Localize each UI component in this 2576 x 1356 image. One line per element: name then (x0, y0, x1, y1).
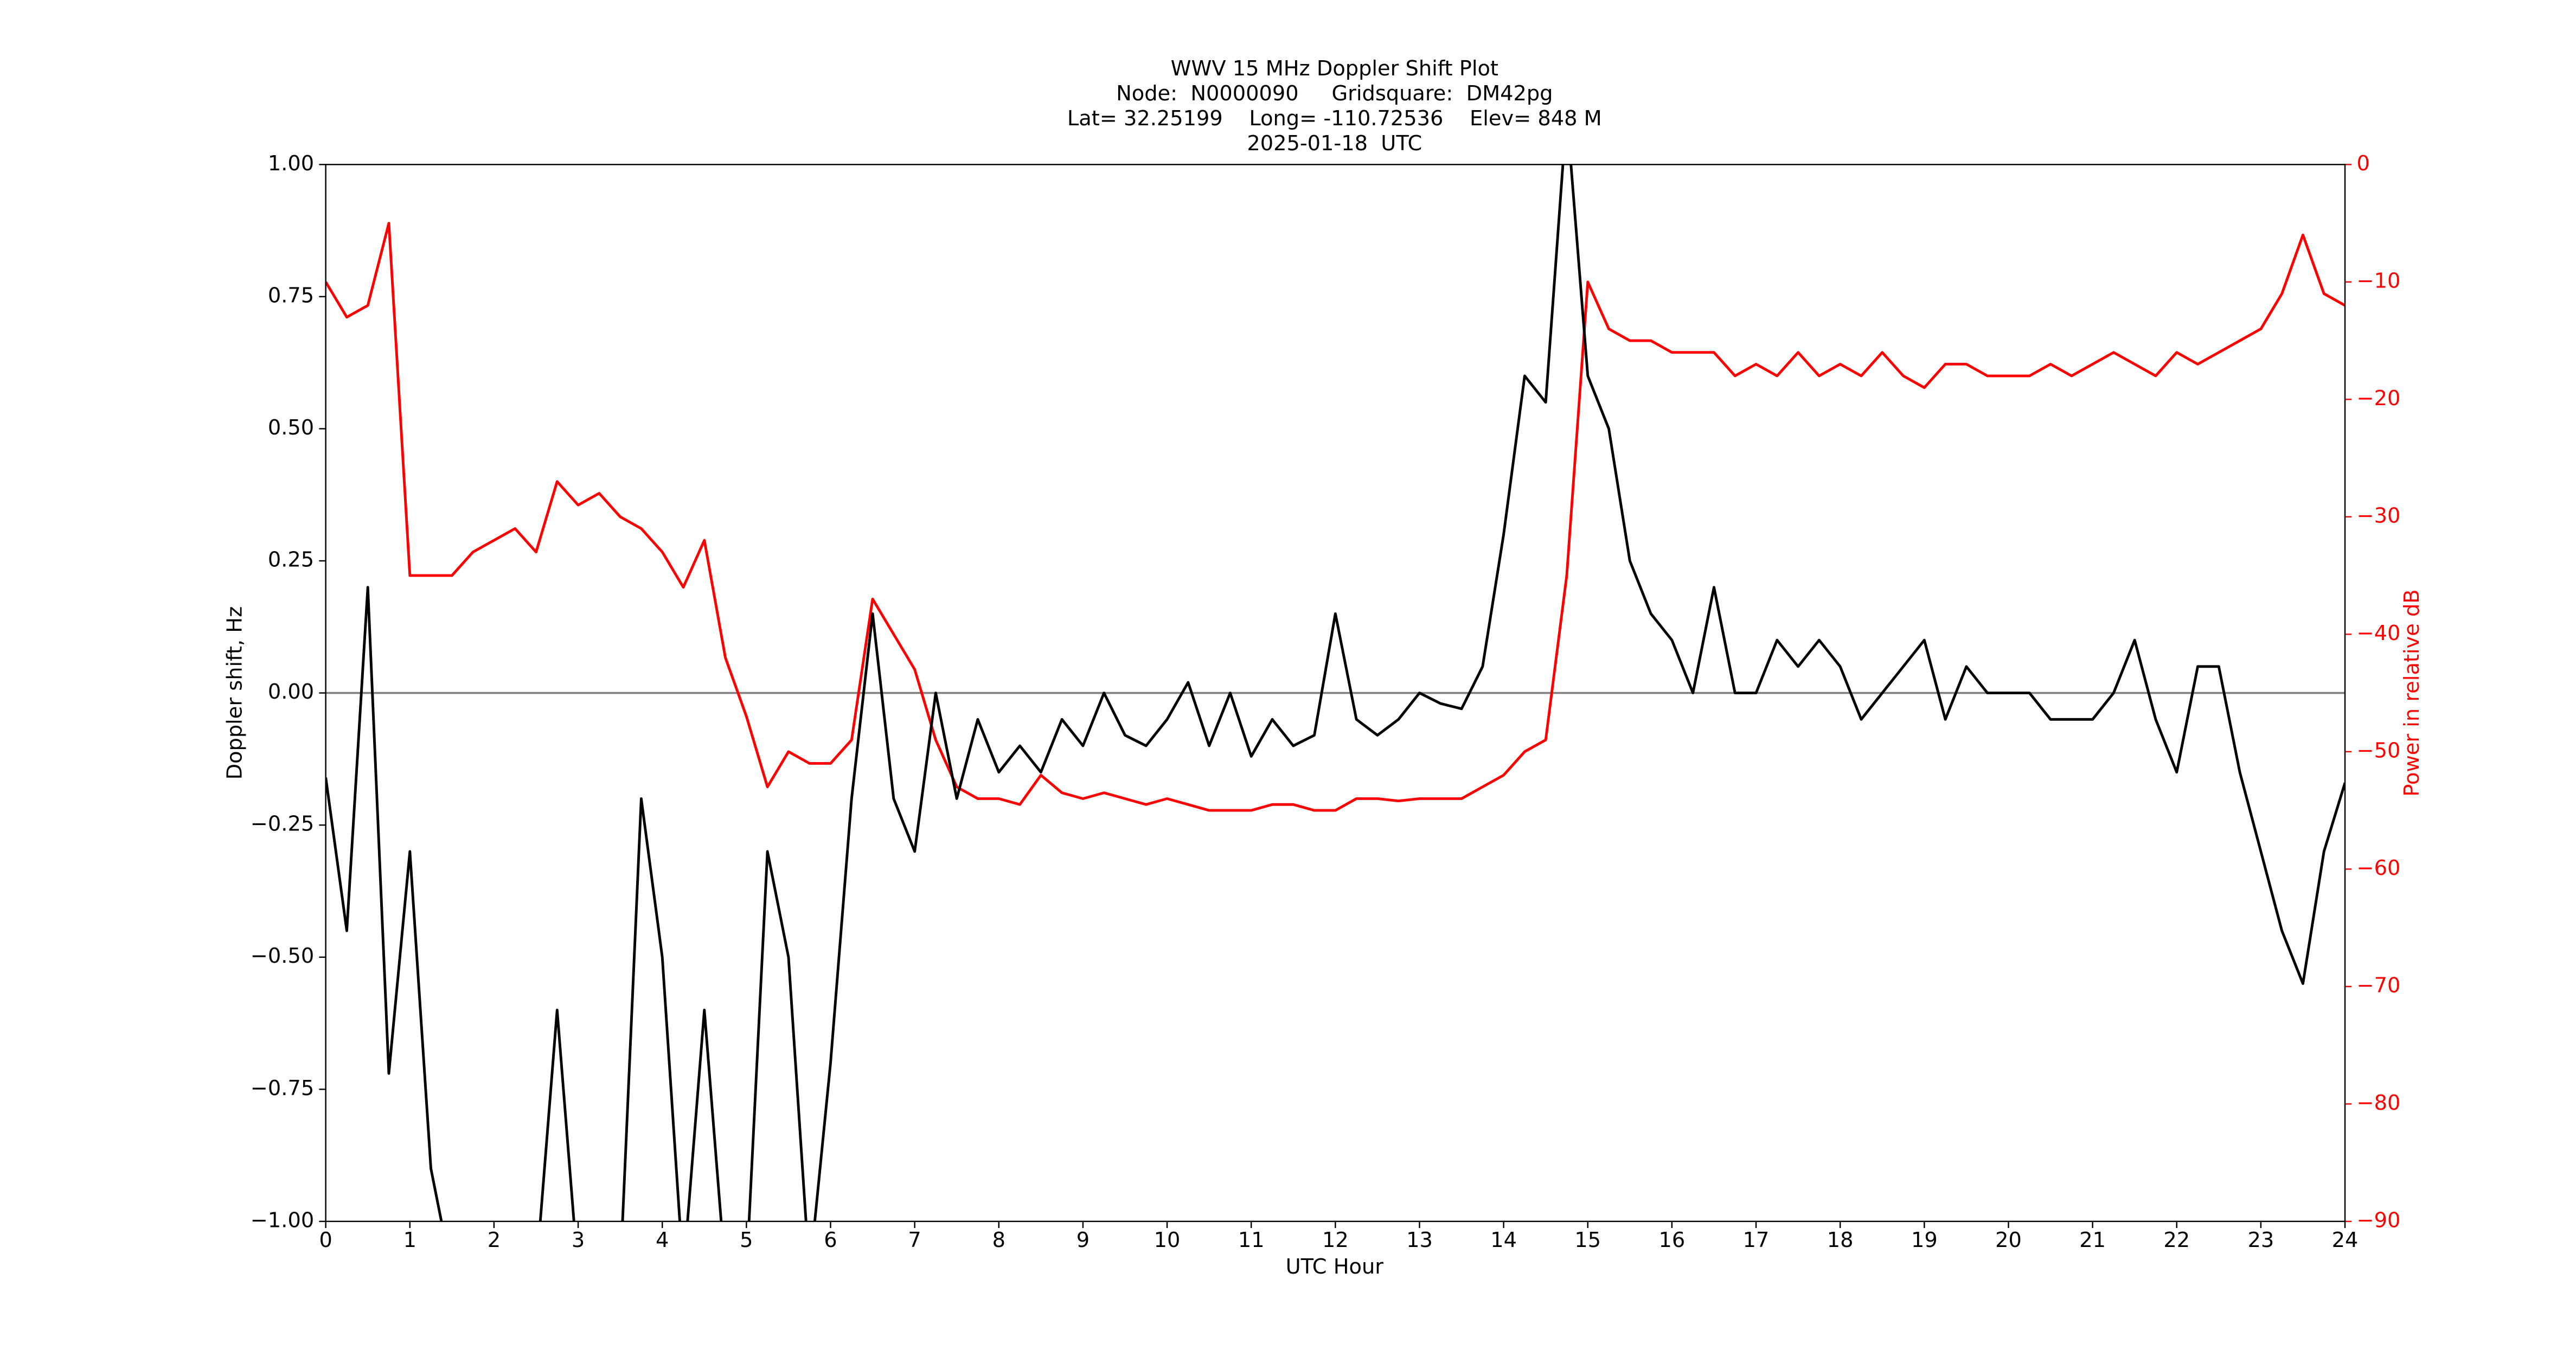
y2-tick-label: −70 (2356, 973, 2400, 997)
y-tick-label: −0.50 (251, 944, 314, 968)
y-tick-label: 0.25 (268, 548, 314, 572)
y-tick-label: 0.50 (268, 415, 314, 440)
y-tick-label: 0.75 (268, 283, 314, 308)
y-tick-label: 0.00 (268, 680, 314, 704)
plot-area (325, 164, 2346, 1221)
x-tick-label: 22 (2163, 1228, 2190, 1252)
y2-tick-label: −30 (2356, 503, 2400, 528)
x-tick-label: 8 (992, 1228, 1005, 1252)
chart-title: Node: N0000090 Gridsquare: DM42pg (1116, 81, 1553, 106)
y-axis-label: Doppler shift, Hz (223, 606, 247, 780)
x-tick-label: 4 (656, 1228, 669, 1252)
x-tick-label: 18 (1827, 1228, 1854, 1252)
x-tick-label: 11 (1238, 1228, 1265, 1252)
x-tick-label: 5 (740, 1228, 753, 1252)
x-tick-label: 14 (1490, 1228, 1517, 1252)
x-tick-label: 6 (824, 1228, 837, 1252)
chart-title: WWV 15 MHz Doppler Shift Plot (1171, 56, 1498, 81)
data-line (325, 222, 2346, 812)
x-tick-label: 20 (1995, 1228, 2022, 1252)
x-tick-label: 12 (1322, 1228, 1349, 1252)
x-tick-label: 1 (403, 1228, 416, 1252)
y2-axis-label: Power in relative dB (2400, 589, 2424, 796)
y2-tick-label: −40 (2356, 621, 2400, 645)
y-tick-label: −0.25 (251, 812, 314, 836)
x-tick-label: 9 (1076, 1228, 1090, 1252)
x-tick-label: 3 (572, 1228, 585, 1252)
y2-tick-label: −10 (2356, 268, 2400, 293)
y2-tick-label: −50 (2356, 738, 2400, 763)
y-tick-label: −1.00 (251, 1208, 314, 1232)
x-tick-label: 24 (2332, 1228, 2359, 1252)
x-tick-label: 13 (1406, 1228, 1433, 1252)
y2-tick-label: −20 (2356, 386, 2400, 411)
y-tick-label: −0.75 (251, 1076, 314, 1101)
x-tick-label: 16 (1659, 1228, 1686, 1252)
chart-title: Lat= 32.25199 Long= -110.72536 Elev= 848… (1067, 106, 1602, 131)
x-tick-label: 7 (908, 1228, 921, 1252)
x-tick-label: 15 (1574, 1228, 1601, 1252)
y-tick-label: 1.00 (268, 151, 314, 176)
x-tick-label: 0 (319, 1228, 332, 1252)
x-tick-label: 10 (1154, 1228, 1181, 1252)
x-tick-label: 19 (1911, 1228, 1938, 1252)
x-axis-label: UTC Hour (1286, 1255, 1384, 1279)
y2-tick-label: −80 (2356, 1091, 2400, 1115)
plot-frame (325, 164, 2346, 1223)
y2-tick-label: −60 (2356, 856, 2400, 880)
y2-tick-label: −90 (2356, 1208, 2400, 1232)
x-tick-label: 21 (2079, 1228, 2106, 1252)
x-tick-label: 2 (488, 1228, 501, 1252)
chart-title: 2025-01-18 UTC (1247, 131, 1422, 156)
y2-tick-label: 0 (2356, 151, 2369, 176)
x-tick-label: 17 (1743, 1228, 1770, 1252)
x-tick-label: 23 (2248, 1228, 2274, 1252)
data-line (325, 164, 2346, 1221)
